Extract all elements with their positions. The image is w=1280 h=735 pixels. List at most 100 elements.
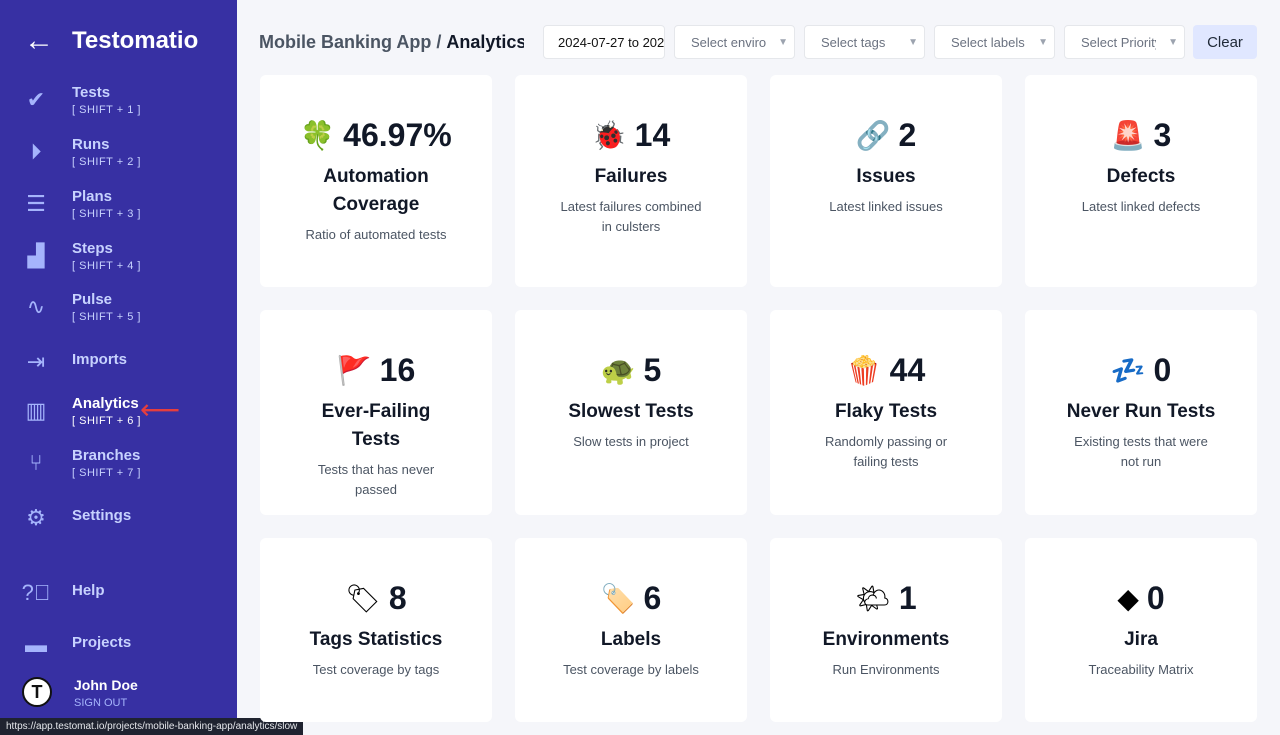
chevron-down-icon: ▼ — [1168, 36, 1178, 48]
list-check-icon: ☰ — [26, 191, 46, 216]
card-title: Ever-Failing Tests — [321, 401, 431, 450]
tags-placeholder: Select tags — [821, 34, 886, 50]
card-value: 46.97% — [343, 116, 452, 153]
nav-shortcut: [ SHIFT + 3 ] — [72, 208, 141, 220]
card-emoji-icon: 🚩 — [336, 354, 372, 386]
tags-select[interactable]: Select tags ▼ — [804, 25, 925, 59]
environment-select[interactable]: Select environment ▼ — [674, 25, 795, 59]
card-title: Defects — [1106, 166, 1176, 187]
card-title: Failures — [594, 166, 668, 187]
card-description: Run Environments — [832, 662, 940, 677]
chevron-down-icon: ▼ — [778, 36, 788, 48]
card-title: Slowest Tests — [568, 401, 694, 422]
nav-label: Projects — [72, 634, 132, 651]
card-tags-statistics[interactable]: 🏷 8 Tags Statistics Test coverage by tags — [260, 538, 492, 722]
card-ever-failing-tests[interactable]: 🚩 16 Ever-Failing Tests Tests that has neve… — [260, 310, 492, 515]
nav-label: Plans — [72, 188, 113, 205]
card-header: 🚩 16 — [260, 350, 492, 390]
priority-select[interactable]: Select Priority ▼ — [1064, 25, 1185, 59]
nav-label: Analytics — [72, 395, 139, 412]
nav-shortcut: [ SHIFT + 7 ] — [72, 467, 141, 479]
nav-shortcut: [ SHIFT + 6 ] — [72, 415, 141, 427]
card-automation-coverage[interactable]: 🍀 46.97% Automation Coverage Ratio of autom… — [260, 75, 492, 287]
card-description: Test coverage by tags — [312, 662, 440, 677]
nav-shortcut: [ SHIFT + 4 ] — [72, 260, 141, 272]
nav-shortcut: [ SHIFT + 1 ] — [72, 104, 141, 116]
import-icon: ⇥ — [26, 349, 46, 374]
chevron-down-icon: ▼ — [1038, 36, 1048, 48]
user-name: John Doe — [74, 677, 138, 693]
avatar[interactable]: T — [22, 677, 52, 707]
labels-placeholder: Select labels — [951, 34, 1025, 50]
sidebar: ← Testomatio ✔ Tests [ SHIFT + 1 ] ⏵ Runs [ … — [0, 0, 237, 735]
sign-out-link[interactable]: SIGN OUT — [74, 697, 128, 709]
app-title: Testomatio — [72, 27, 199, 54]
card-emoji-icon: 🚨 — [1110, 119, 1146, 151]
card-header: 🍀 46.97% — [260, 115, 492, 155]
nav-shortcut: [ SHIFT + 5 ] — [72, 311, 141, 323]
card-title: Labels — [600, 629, 662, 650]
nav-label: Runs — [72, 136, 110, 153]
card-value: 0 — [1153, 351, 1172, 388]
play-circle-icon: ⏵ — [30, 139, 42, 164]
card-header: 🏷️ 6 — [515, 578, 747, 618]
card-title: Never Run Tests — [1066, 401, 1216, 422]
card-description: Slow tests in project — [573, 434, 689, 449]
card-emoji-icon: 🔗 — [855, 119, 891, 151]
card-value: 5 — [643, 351, 662, 388]
card-description: Latest failures combined in culsters — [560, 199, 702, 234]
card-value: 8 — [388, 579, 407, 616]
card-emoji-icon: 🍿 — [846, 354, 882, 386]
card-value: 3 — [1153, 116, 1172, 153]
nav-label: Imports — [72, 351, 128, 368]
card-issues[interactable]: 🔗 2 Issues Latest linked issues — [770, 75, 1002, 287]
card-environments[interactable]: 🌤 1 Environments Run Environments — [770, 538, 1002, 722]
card-value: 2 — [898, 116, 917, 153]
help-icon: ?⃝ — [21, 580, 51, 605]
card-header: 🚨 3 — [1025, 115, 1257, 155]
card-title: Tags Statistics — [309, 629, 443, 650]
card-header: 🔗 2 — [770, 115, 1002, 155]
breadcrumb: Mobile Banking App / Analytics — [259, 32, 524, 53]
card-title: Flaky Tests — [834, 401, 938, 422]
card-defects[interactable]: 🚨 3 Defects Latest linked defects — [1025, 75, 1257, 287]
breadcrumb-separator: / — [436, 32, 442, 52]
arrow-left-icon[interactable]: ← — [24, 24, 54, 57]
card-header: 🍿 44 — [770, 350, 1002, 390]
card-header: 💤 0 — [1025, 350, 1257, 390]
chevron-down-icon: ▼ — [908, 36, 918, 48]
card-description: Tests that has never passed — [317, 462, 435, 497]
card-title: Issues — [856, 166, 916, 187]
card-value: 14 — [634, 116, 671, 153]
check-icon: ✔ — [26, 87, 46, 112]
nav-label: Tests — [72, 84, 111, 101]
pulse-icon: ∿ — [26, 294, 46, 319]
clear-button[interactable]: Clear — [1193, 25, 1257, 59]
date-range-input[interactable]: 2024-07-27 to 2024 — [543, 25, 665, 59]
card-emoji-icon: ◆ — [1117, 582, 1139, 614]
page-title: Analytics — [446, 32, 524, 52]
card-title: Automation Coverage — [323, 166, 429, 215]
card-description: Traceability Matrix — [1088, 662, 1194, 677]
card-value: 16 — [379, 351, 416, 388]
nav-label: Settings — [72, 507, 132, 524]
branch-icon: ⑂ — [29, 450, 43, 475]
card-slowest-tests[interactable]: 🐢 5 Slowest Tests Slow tests in project — [515, 310, 747, 515]
logo: ← Testomatio — [24, 26, 198, 56]
card-jira[interactable]: ◆ 0 Jira Traceability Matrix — [1025, 538, 1257, 722]
card-never-run-tests[interactable]: 💤 0 Never Run Tests Existing tests that wer… — [1025, 310, 1257, 515]
labels-select[interactable]: Select labels ▼ — [934, 25, 1055, 59]
card-description: Ratio of automated tests — [305, 227, 447, 242]
card-failures[interactable]: 🐞 14 Failures Latest failures combined in c… — [515, 75, 747, 287]
card-value: 6 — [643, 579, 662, 616]
stairs-icon: ▟ — [27, 243, 45, 268]
gear-icon: ⚙ — [26, 505, 46, 530]
nav-label: Pulse — [72, 291, 113, 308]
card-emoji-icon: 🌤 — [855, 582, 891, 614]
card-description: Latest linked issues — [829, 199, 943, 214]
card-flaky-tests[interactable]: 🍿 44 Flaky Tests Randomly passing or failin… — [770, 310, 1002, 515]
card-description: Test coverage by labels — [563, 662, 699, 677]
breadcrumb-project[interactable]: Mobile Banking App — [259, 32, 432, 52]
card-labels[interactable]: 🏷️ 6 Labels Test coverage by labels — [515, 538, 747, 722]
priority-placeholder: Select Priority — [1081, 34, 1156, 50]
